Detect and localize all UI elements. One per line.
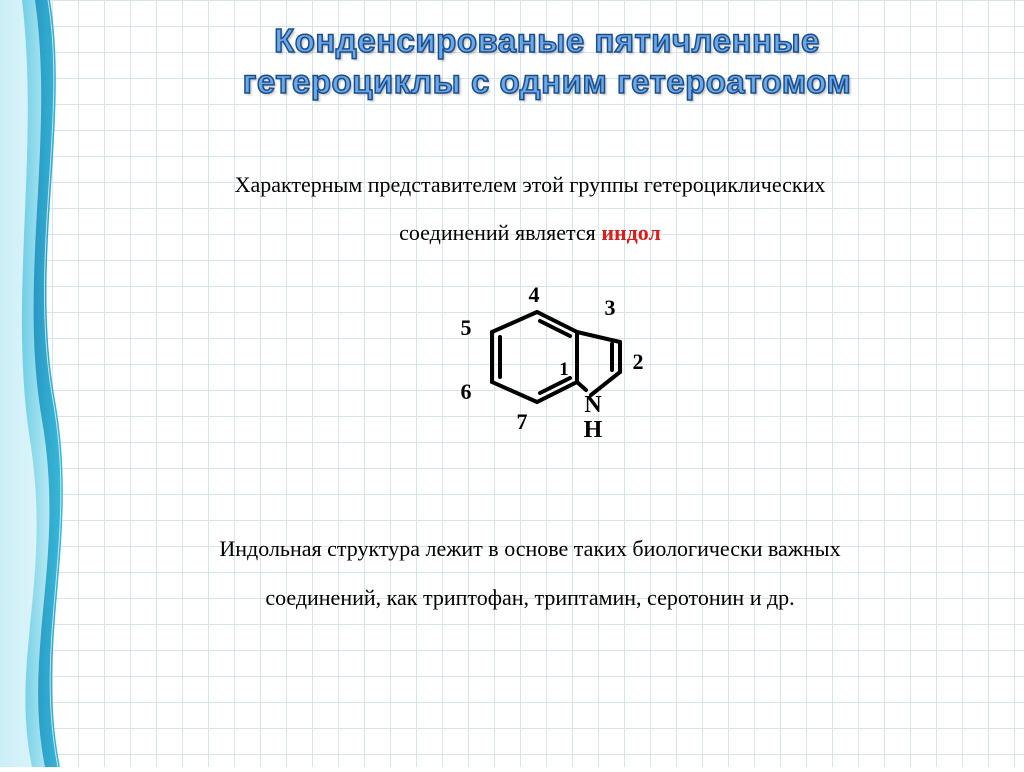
desc-line-2: соединений, как триптофан, триптамин, се… <box>265 585 794 610</box>
left-decorative-wave <box>0 0 90 767</box>
heteroatom-n: N <box>584 392 602 418</box>
desc-line-1: Индольная структура лежит в основе таких… <box>219 536 840 561</box>
indole-structure-diagram: 1 2 3 4 5 6 7 N H <box>442 287 652 447</box>
title-line-2: гетероциклы с одним гетероатомом <box>243 63 852 100</box>
intro-line-2: соединений является <box>399 220 601 245</box>
atom-label-3: 3 <box>605 295 616 320</box>
atom-label-2: 2 <box>633 349 644 374</box>
description-paragraph: Индольная структура лежит в основе таких… <box>101 525 959 622</box>
atom-label-5: 5 <box>461 315 472 340</box>
slide-title: Конденсированые пятичленные гетероциклы … <box>95 20 999 103</box>
atom-label-7: 7 <box>517 409 528 434</box>
compound-name: индол <box>601 220 661 245</box>
heteroatom-h: H <box>584 417 603 443</box>
title-line-1: Конденсированые пятичленные <box>274 22 820 59</box>
atom-label-6: 6 <box>461 379 472 404</box>
intro-line-1: Характерным представителем этой группы г… <box>235 172 826 197</box>
atom-label-1: 1 <box>559 359 569 380</box>
slide-content: Конденсированые пятичленные гетероциклы … <box>95 0 999 767</box>
atom-label-4: 4 <box>529 287 540 307</box>
intro-paragraph: Характерным представителем этой группы г… <box>101 161 959 258</box>
